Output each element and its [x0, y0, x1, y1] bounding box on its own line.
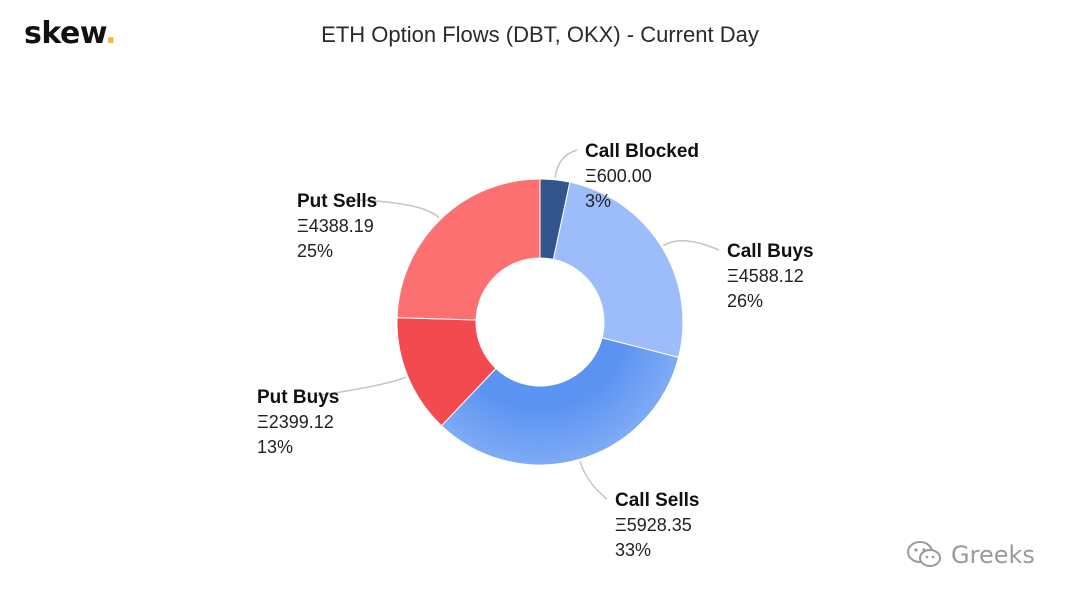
label-name-call-sells: Call Sells: [615, 490, 700, 511]
slice-shade-call-sells: [441, 337, 679, 465]
label-value-call-blocked: Ξ600.00: [585, 166, 652, 186]
wechat-icon: [905, 540, 945, 570]
chart-title: ETH Option Flows (DBT, OKX) - Current Da…: [321, 22, 759, 47]
leader-line-call-sells: [579, 461, 608, 500]
leader-line-call-blocked: [554, 149, 578, 178]
label-percent-call-blocked: 3%: [585, 191, 611, 211]
label-value-call-buys: Ξ4588.12: [727, 266, 804, 286]
label-value-put-buys: Ξ2399.12: [257, 412, 334, 432]
slice-put-sells: [396, 178, 541, 321]
watermark-text: Greeks: [951, 541, 1035, 569]
label-name-call-buys: Call Buys: [727, 241, 814, 262]
brand-name: skew: [24, 16, 106, 51]
label-name-put-sells: Put Sells: [297, 191, 377, 212]
brand-dot: .: [105, 16, 117, 51]
label-percent-call-buys: 26%: [727, 291, 763, 311]
leader-line-put-buys: [314, 376, 407, 397]
label-name-put-buys: Put Buys: [257, 387, 339, 408]
leader-line-call-buys: [662, 240, 720, 251]
label-name-call-blocked: Call Blocked: [585, 141, 699, 162]
leader-line-put-sells: [354, 199, 440, 219]
slice-call-buys: [552, 181, 684, 358]
label-percent-put-sells: 25%: [297, 241, 333, 261]
brand-logo: skew.: [24, 16, 117, 51]
watermark: Greeks: [905, 540, 1035, 570]
label-value-put-sells: Ξ4388.19: [297, 216, 374, 236]
label-percent-call-sells: 33%: [615, 540, 651, 560]
label-percent-put-buys: 13%: [257, 437, 293, 457]
label-value-call-sells: Ξ5928.35: [615, 515, 692, 535]
